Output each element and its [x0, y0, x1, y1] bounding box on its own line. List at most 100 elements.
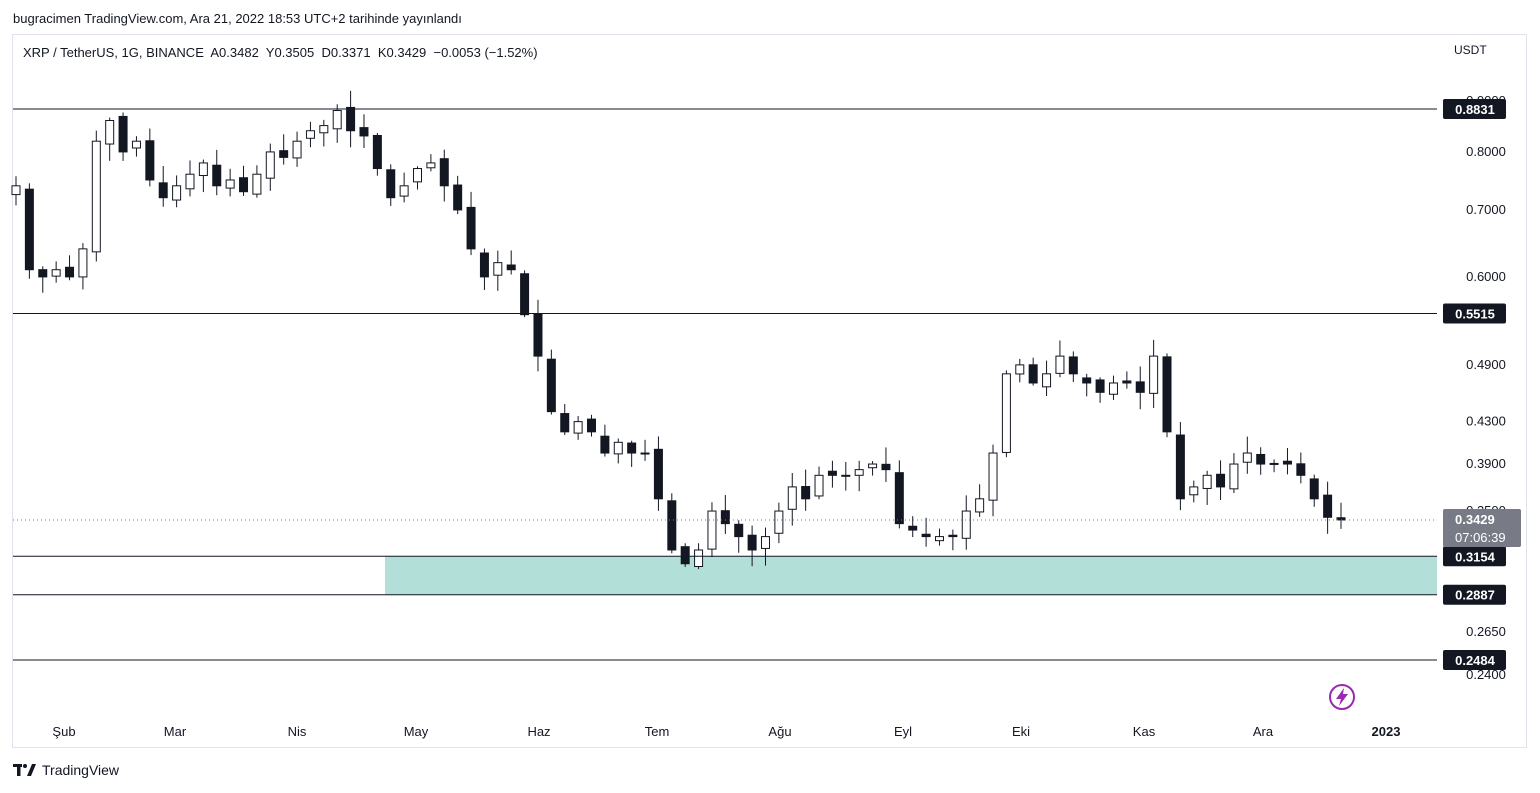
- last-price-value: 0.3429: [1455, 512, 1495, 527]
- candle-body: [24, 188, 34, 271]
- candle-body: [172, 185, 182, 201]
- lightning-icon: [1329, 684, 1355, 710]
- candle-body: [520, 273, 530, 316]
- candle-body: [573, 421, 583, 434]
- candle-body: [105, 120, 115, 145]
- candle-body: [975, 498, 985, 513]
- x-tick-label: Haz: [527, 724, 550, 739]
- level-label-bg: [1443, 303, 1506, 324]
- candle-body: [1042, 373, 1052, 388]
- candle-body: [225, 179, 235, 189]
- candle-body: [827, 470, 837, 476]
- candle-body: [774, 510, 784, 534]
- candle-body: [934, 536, 944, 542]
- published-info: bugracimen TradingView.com, Ara 21, 2022…: [13, 11, 462, 26]
- level-label: 0.8831: [1455, 102, 1495, 117]
- candle-body: [680, 546, 690, 565]
- support-zone: [385, 556, 1437, 595]
- currency-label[interactable]: USDT: [1454, 43, 1487, 57]
- candle-body: [1082, 377, 1092, 384]
- candle-body: [1108, 382, 1118, 395]
- candle-body: [1202, 474, 1212, 489]
- candle-body: [252, 173, 262, 195]
- candle-body: [734, 523, 744, 538]
- chart-frame[interactable]: [12, 34, 1527, 748]
- candle-body: [1323, 494, 1333, 518]
- candle-body: [760, 536, 770, 549]
- candle-body: [479, 252, 489, 278]
- candle-body: [587, 418, 597, 433]
- candle-body: [372, 134, 382, 170]
- candle-body: [921, 533, 931, 538]
- candle-body: [560, 413, 570, 433]
- candle-body: [627, 442, 637, 454]
- candle-body: [91, 140, 101, 253]
- candle-body: [493, 262, 503, 276]
- candle-body: [185, 173, 195, 190]
- candle-body: [720, 510, 730, 525]
- candle-body: [1068, 356, 1078, 375]
- candle-body: [1001, 373, 1011, 453]
- footer-brand[interactable]: TradingView: [13, 762, 119, 778]
- candle-body: [908, 525, 918, 531]
- candle-body: [359, 127, 369, 137]
- symbol-legend[interactable]: XRP / TetherUS, 1G, BINANCE A0.3482 Y0.3…: [23, 45, 538, 60]
- candle-body: [506, 264, 516, 271]
- candle-body: [814, 474, 824, 497]
- candle-body: [426, 162, 436, 169]
- candle-body: [881, 463, 891, 471]
- candle-body: [1282, 460, 1292, 465]
- y-tick-label: 0.6000: [1466, 269, 1506, 284]
- x-tick-label: Kas: [1133, 724, 1156, 739]
- x-tick-label: Tem: [645, 724, 670, 739]
- candle-body: [346, 106, 356, 132]
- candle-body: [1256, 453, 1266, 465]
- candle-body: [1216, 473, 1226, 488]
- x-tick-label: Mar: [164, 724, 187, 739]
- x-tick-label: May: [404, 724, 429, 739]
- candle-body: [841, 474, 851, 477]
- candle-body: [868, 463, 878, 469]
- candle-body: [1015, 364, 1025, 375]
- candle-body: [332, 110, 342, 130]
- candle-body: [413, 168, 423, 183]
- x-tick-label: Eyl: [894, 724, 912, 739]
- candle-body: [1135, 381, 1145, 393]
- candle-body: [747, 534, 757, 551]
- candle-body: [667, 500, 677, 551]
- candle-body: [1162, 356, 1172, 433]
- candle-body: [399, 185, 409, 197]
- x-tick-label: Nis: [288, 724, 307, 739]
- candle-body: [38, 269, 48, 278]
- y-tick-label: 0.2400: [1466, 667, 1506, 682]
- y-tick-label: 0.4900: [1466, 357, 1506, 372]
- y-tick-label: 0.4300: [1466, 414, 1506, 429]
- candle-body: [1296, 463, 1306, 476]
- y-tick-label: 0.3900: [1466, 456, 1506, 471]
- x-tick-label: 2023: [1372, 724, 1401, 739]
- candle-body: [948, 534, 958, 538]
- level-label-bg: [1443, 584, 1506, 605]
- candle-body: [1175, 434, 1185, 500]
- candle-body: [198, 162, 208, 177]
- candle-body: [118, 115, 128, 153]
- candle-body: [1149, 355, 1159, 394]
- last-price-label-bg: [1443, 508, 1521, 547]
- level-label-bg: [1443, 546, 1506, 567]
- candle-body: [292, 140, 302, 159]
- candle-body: [131, 140, 141, 149]
- x-tick-label: Eki: [1012, 724, 1030, 739]
- x-tick-label: Ağu: [768, 724, 791, 739]
- lightning-bolt-icon: [1336, 688, 1348, 706]
- candle-body: [894, 472, 904, 525]
- level-label: 0.5515: [1455, 307, 1495, 322]
- y-tick-label: 0.2650: [1466, 624, 1506, 639]
- candle-body: [1122, 380, 1132, 384]
- candle-body: [640, 452, 650, 455]
- level-label: 0.2887: [1455, 588, 1495, 603]
- candle-body: [988, 452, 998, 501]
- tradingview-logo-icon: [13, 764, 36, 776]
- candle-body: [787, 486, 797, 510]
- y-tick-label: 0.8000: [1466, 144, 1506, 159]
